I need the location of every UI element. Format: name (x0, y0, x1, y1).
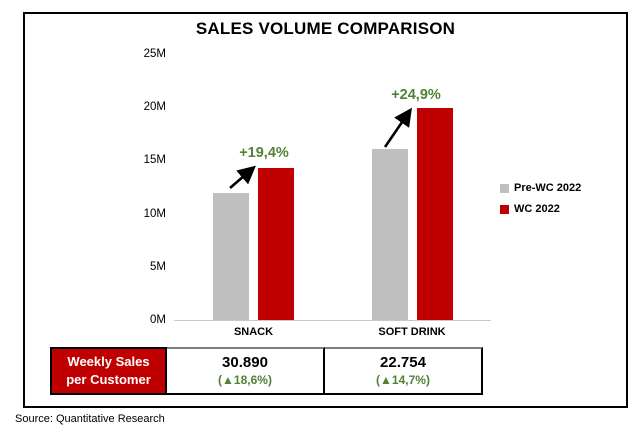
growth-percent-label: +19,4% (239, 145, 289, 161)
soft-drink-growth-value: (▲14,7%) (376, 372, 430, 387)
chart-legend: Pre-WC 2022 WC 2022 (500, 182, 581, 224)
growth-percent-label: +24,9% (391, 87, 441, 103)
table-row-header: Weekly Sales per Customer (50, 347, 167, 395)
wc-2022-swatch-icon (500, 204, 509, 214)
source-note: Source: Quantitative Research (15, 413, 165, 425)
y-axis-tick-label: 10M (143, 207, 166, 220)
y-axis-tick-label: 20M (143, 101, 166, 114)
pre-wc-2022-swatch-icon (500, 183, 509, 193)
y-axis-tick-label: 15M (143, 154, 166, 167)
legend-item-pre-wc-2022: Pre-WC 2022 (500, 182, 581, 194)
bar-soft-drink-wc-2022 (416, 108, 453, 321)
chart-title: SALES VOLUME COMPARISON (195, 19, 456, 38)
weekly-sales-table: Weekly Sales per Customer 30.890 (▲18,6%… (50, 347, 483, 395)
table-cell-snack: 30.890 (▲18,6%) (167, 347, 325, 395)
snack-growth-value: (▲18,6%) (218, 372, 272, 387)
legend-item-wc-2022: WC 2022 (500, 203, 581, 215)
x-axis-category-label: SOFT DRINK (378, 326, 446, 338)
legend-label: WC 2022 (514, 203, 560, 215)
y-axis-tick-label: 5M (150, 260, 166, 273)
y-axis-tick-label: 0M (150, 314, 166, 326)
chart-frame (23, 12, 628, 408)
table-cell-soft-drink: 22.754 (▲14,7%) (325, 347, 483, 395)
row-header-line2: per Customer (66, 372, 151, 387)
x-axis-category-label: SNACK (233, 326, 274, 338)
bar-snack-pre-wc-2022 (213, 193, 249, 321)
snack-weekly-sales-value: 30.890 (222, 354, 268, 372)
bar-snack-wc-2022 (258, 167, 294, 321)
soft-drink-weekly-sales-value: 22.754 (380, 354, 426, 372)
y-axis-tick-label: 25M (143, 48, 166, 60)
x-axis-baseline (174, 320, 491, 321)
row-header-line1: Weekly Sales (67, 354, 150, 370)
legend-label: Pre-WC 2022 (514, 182, 582, 194)
bar-soft-drink-pre-wc-2022 (371, 148, 408, 321)
